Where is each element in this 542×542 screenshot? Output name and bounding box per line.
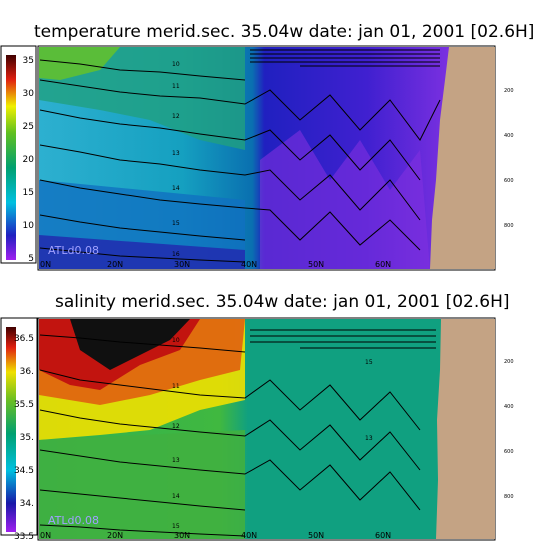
salinity-max-core — [70, 319, 190, 370]
latitude-tick-label: 50N — [308, 531, 324, 540]
salinity-contours — [39, 329, 436, 537]
depth-tick-label: 200 — [504, 359, 514, 365]
temperature-contour-labels: 10 11 12 13 14 15 16 — [172, 61, 180, 258]
latitude-tick-label: 60N — [375, 531, 391, 540]
temperature-bottom-layer — [39, 235, 245, 269]
depth-tick-label: 600 — [504, 449, 514, 455]
depth-tick-label: 200 — [504, 88, 514, 94]
temperature-north-deep — [260, 130, 430, 269]
temperature-contour-label: 12 — [172, 113, 180, 120]
temperature-colorbar — [6, 55, 16, 260]
salinity-contour-label: 12 — [172, 423, 180, 430]
colorbar-tick-label: 33.5 — [14, 532, 34, 542]
salinity-watermark: ATLd0.08 — [48, 514, 99, 527]
temperature-upper-layer — [39, 47, 245, 150]
salinity-contour-labels: 10 11 12 13 14 15 15 13 — [172, 337, 373, 530]
depth-tick-label: 400 — [504, 404, 514, 410]
colorbar-tick-label: 15 — [23, 188, 34, 198]
colorbar-tick-label: 25 — [23, 122, 34, 132]
latitude-tick-label: 30N — [174, 531, 190, 540]
latitude-tick-label: 40N — [241, 260, 257, 269]
temperature-contour-label: 16 — [172, 251, 180, 258]
temperature-contours — [39, 49, 441, 263]
temperature-title: temperature merid.sec. 35.04w date: jan … — [34, 22, 535, 42]
temperature-contour-label: 10 — [172, 61, 180, 68]
salinity-contour-label: 13 — [172, 457, 180, 464]
salinity-contour-label: 13 — [365, 435, 373, 442]
colorbar-tick-label: 20 — [23, 155, 35, 165]
salinity-title: salinity merid.sec. 35.04w date: jan 01,… — [55, 292, 510, 312]
salinity-colorbar — [6, 327, 16, 532]
colorbar-tick-label: 34.5 — [14, 466, 34, 476]
temperature-contour-label: 13 — [172, 150, 180, 157]
latitude-tick-label: 20N — [107, 531, 123, 540]
latitude-tick-label: 20N — [107, 260, 123, 269]
depth-tick-label: 800 — [504, 223, 514, 229]
latitude-tick-label: 0N — [40, 260, 51, 269]
salinity-contour-label: 15 — [365, 359, 373, 366]
latitude-tick-label: 0N — [40, 531, 51, 540]
salinity-contour-label: 15 — [172, 523, 180, 530]
colorbar-tick-label: 5 — [28, 254, 34, 264]
latitude-tick-label: 60N — [375, 260, 391, 269]
latitude-tick-label: 50N — [308, 260, 324, 269]
colorbar-tick-label: 35 — [23, 56, 34, 66]
latitude-tick-label: 40N — [241, 531, 257, 540]
colorbar-tick-label: 34. — [20, 499, 34, 509]
colorbar-tick-label: 30 — [23, 89, 35, 99]
temperature-watermark: ATLd0.08 — [48, 244, 99, 257]
depth-tick-label: 800 — [504, 494, 514, 500]
salinity-land — [436, 319, 495, 539]
colorbar-tick-label: 36. — [20, 367, 34, 377]
salinity-contour-label: 11 — [172, 383, 180, 390]
temperature-contour-label: 14 — [172, 185, 180, 192]
salinity-contour-label: 14 — [172, 493, 180, 500]
colorbar-tick-label: 10 — [23, 221, 35, 231]
colorbar-tick-label: 35.5 — [14, 400, 34, 410]
salinity-panel: 10 11 12 13 14 15 15 13 ATLd0.08 — [0, 317, 496, 541]
temperature-panel: 10 11 12 13 14 15 16 ATLd0.08 — [0, 45, 496, 271]
temperature-contour-label: 15 — [172, 220, 180, 227]
depth-tick-label: 400 — [504, 133, 514, 139]
temperature-contour-label: 11 — [172, 83, 180, 90]
depth-tick-label: 600 — [504, 178, 514, 184]
latitude-tick-label: 30N — [174, 260, 190, 269]
salinity-contour-label: 10 — [172, 337, 180, 344]
colorbar-tick-label: 35. — [20, 433, 34, 443]
colorbar-tick-label: 36.5 — [14, 334, 34, 344]
temperature-land — [430, 47, 495, 269]
